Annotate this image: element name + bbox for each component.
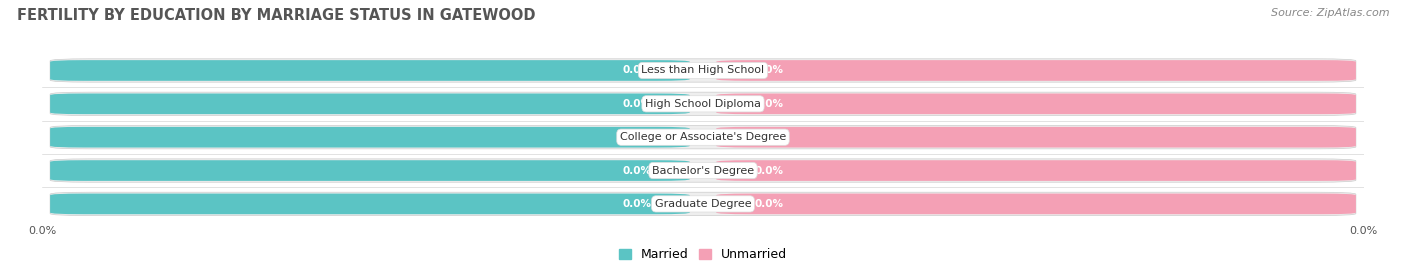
- FancyBboxPatch shape: [716, 94, 1355, 114]
- FancyBboxPatch shape: [51, 127, 690, 147]
- FancyBboxPatch shape: [51, 59, 1355, 82]
- Text: 0.0%: 0.0%: [623, 199, 651, 209]
- FancyBboxPatch shape: [51, 194, 690, 214]
- Text: 0.0%: 0.0%: [755, 99, 783, 109]
- FancyBboxPatch shape: [51, 160, 690, 181]
- Text: Bachelor's Degree: Bachelor's Degree: [652, 165, 754, 176]
- Text: Source: ZipAtlas.com: Source: ZipAtlas.com: [1271, 8, 1389, 18]
- Text: 0.0%: 0.0%: [623, 99, 651, 109]
- Text: Less than High School: Less than High School: [641, 65, 765, 76]
- FancyBboxPatch shape: [716, 127, 1355, 147]
- Text: Graduate Degree: Graduate Degree: [655, 199, 751, 209]
- Text: College or Associate's Degree: College or Associate's Degree: [620, 132, 786, 142]
- Text: High School Diploma: High School Diploma: [645, 99, 761, 109]
- Text: 0.0%: 0.0%: [755, 165, 783, 176]
- FancyBboxPatch shape: [51, 126, 1355, 149]
- FancyBboxPatch shape: [51, 94, 690, 114]
- FancyBboxPatch shape: [51, 192, 1355, 215]
- Text: 0.0%: 0.0%: [623, 132, 651, 142]
- Legend: Married, Unmarried: Married, Unmarried: [619, 248, 787, 261]
- Text: FERTILITY BY EDUCATION BY MARRIAGE STATUS IN GATEWOOD: FERTILITY BY EDUCATION BY MARRIAGE STATU…: [17, 8, 536, 23]
- FancyBboxPatch shape: [716, 60, 1355, 81]
- FancyBboxPatch shape: [716, 194, 1355, 214]
- FancyBboxPatch shape: [716, 160, 1355, 181]
- FancyBboxPatch shape: [51, 159, 1355, 182]
- FancyBboxPatch shape: [51, 60, 690, 81]
- Text: 0.0%: 0.0%: [623, 165, 651, 176]
- Text: 0.0%: 0.0%: [755, 65, 783, 76]
- Text: 0.0%: 0.0%: [623, 65, 651, 76]
- Text: 0.0%: 0.0%: [755, 132, 783, 142]
- Text: 0.0%: 0.0%: [755, 199, 783, 209]
- FancyBboxPatch shape: [51, 92, 1355, 115]
